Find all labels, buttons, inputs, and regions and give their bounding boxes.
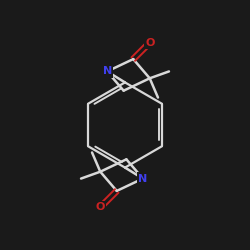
Text: O: O xyxy=(96,202,105,212)
Text: N: N xyxy=(138,174,147,184)
Text: N: N xyxy=(102,66,112,76)
Text: O: O xyxy=(145,38,154,48)
